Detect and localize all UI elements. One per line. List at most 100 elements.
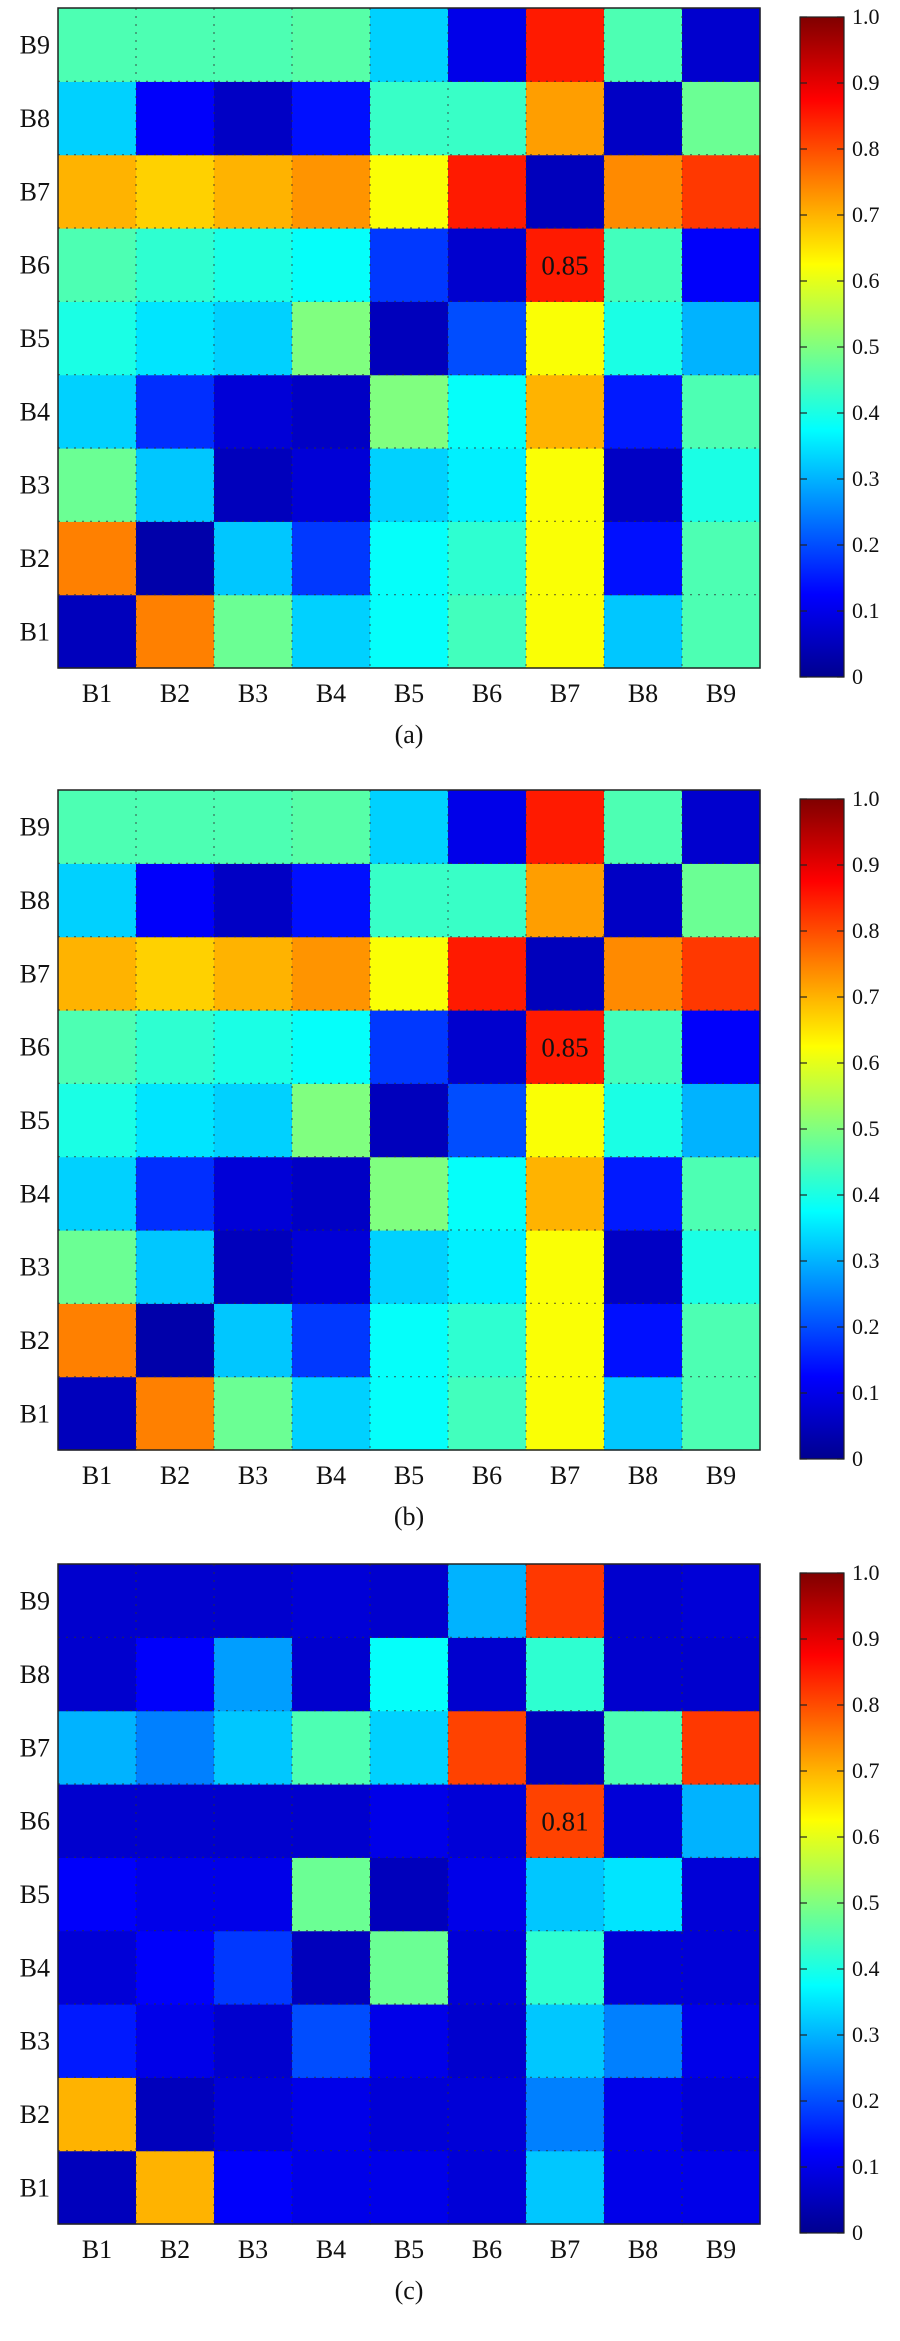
heatmap-cell [448,2004,527,2078]
colorbar-tick-label: 0.1 [852,598,880,623]
heatmap-cell [292,863,371,938]
heatmap-cell [604,1784,683,1858]
heatmap-cell [604,2150,683,2225]
x-tick-label: B7 [550,679,580,708]
heatmap-cell [526,594,605,669]
panel-caption: (c) [395,2276,424,2305]
heatmap-cell [604,228,683,302]
heatmap-cell [448,790,527,864]
heatmap-cell [58,1230,137,1304]
heatmap-cell [370,1637,449,1712]
heatmap-cell [448,1083,527,1158]
heatmap-panel: B1 B2 B3 B4 B5 B6 B7 B8 B9 B1 B2 B3 B4 B5 B6 B7 B8 B9 (c) 0… [20,1560,880,2305]
heatmap-cell [58,790,137,864]
heatmap-cell [448,1637,527,1712]
cell-value-label: 0.85 [541,251,588,281]
heatmap-cell [526,8,605,82]
heatmap-cell [448,594,527,669]
panel-caption: (a) [395,720,424,749]
y-tick-label: B4 [20,1953,50,1982]
heatmap-cell [214,301,293,376]
colorbar-tick-label: 0.5 [852,334,880,359]
heatmap-cell [214,521,293,596]
heatmap-cell [214,2077,293,2152]
y-tick-label: B1 [20,1399,50,1428]
heatmap-cell [370,1083,449,1158]
heatmap-cell [682,521,761,596]
heatmap-cell [682,863,761,938]
heatmap-cell [448,1930,527,2005]
colorbar-tick-label: 1.0 [852,786,880,811]
colorbar-tick-label: 0 [852,664,863,689]
heatmap-cell [136,521,215,596]
heatmap-cell [526,1784,605,1858]
heatmap-cell [370,1930,449,2005]
heatmap-cell [604,1156,683,1231]
colorbar-tick-label: 1.0 [852,4,880,29]
heatmap-cell [136,8,215,82]
heatmap-cell [604,1710,683,1785]
heatmap-cell [682,2077,761,2152]
colorbar-tick-label: 0.4 [852,1182,880,1207]
y-tick-label: B5 [20,1106,50,1135]
heatmap-cell [448,1156,527,1231]
heatmap-cell [292,1784,371,1858]
heatmap-cell [214,2150,293,2225]
heatmap-cell [214,154,293,229]
colorbar-tick-label: 0.6 [852,268,880,293]
colorbar-tick-label: 0.3 [852,466,880,491]
heatmap-cell [292,1710,371,1785]
heatmap-cell [214,1784,293,1858]
x-tick-label: B1 [82,2235,112,2264]
heatmap-cell [370,154,449,229]
heatmap-cell [136,1710,215,1785]
heatmap-cell [370,1303,449,1378]
heatmap-cell [214,448,293,522]
heatmap-cell [58,594,137,669]
heatmap-cell [526,81,605,156]
heatmap-cell [58,228,137,302]
colorbar-tick-label: 0.8 [852,1692,880,1717]
heatmap-cell [370,1564,449,1638]
heatmap-cell [370,2150,449,2225]
heatmap-cell [682,301,761,376]
heatmap-cell [448,374,527,449]
heatmap-cell [682,228,761,302]
x-tick-label: B8 [628,2235,658,2264]
heatmap-cell [58,2077,137,2152]
y-tick-label: B5 [20,1880,50,1909]
heatmap-cell [604,1083,683,1158]
heatmap-cell [136,1303,215,1378]
heatmap-cell [292,1564,371,1638]
heatmap-cell [136,863,215,938]
heatmap-cell [448,1376,527,1451]
y-tick-label: B6 [20,251,50,280]
y-tick-label: B3 [20,471,50,500]
y-tick-label: B8 [20,886,50,915]
heatmap-cell [136,1230,215,1304]
x-tick-label: B7 [550,2235,580,2264]
heatmap-cell [370,863,449,938]
heatmap-cell [448,1010,527,1084]
heatmap-cell [604,448,683,522]
heatmap-cell [214,1564,293,1638]
y-tick-label: B3 [20,1253,50,1282]
colorbar-tick-label: 0.3 [852,2022,880,2047]
heatmap-cell [214,1010,293,1084]
heatmap-cell [370,1784,449,1858]
heatmap-cell [370,81,449,156]
heatmap-cell [604,1930,683,2005]
heatmap-cell [526,521,605,596]
heatmap-cell [526,1857,605,1932]
heatmap-cell [292,374,371,449]
heatmap-cell [370,790,449,864]
colorbar-tick-label: 0.4 [852,1956,880,1981]
heatmap-cell [682,1376,761,1451]
heatmap-cell [448,228,527,302]
heatmap-cell [292,154,371,229]
heatmap-cell [448,1710,527,1785]
heatmap-cell [292,594,371,669]
x-tick-label: B6 [472,679,502,708]
heatmap-cell [214,8,293,82]
heatmap-cell [604,1230,683,1304]
